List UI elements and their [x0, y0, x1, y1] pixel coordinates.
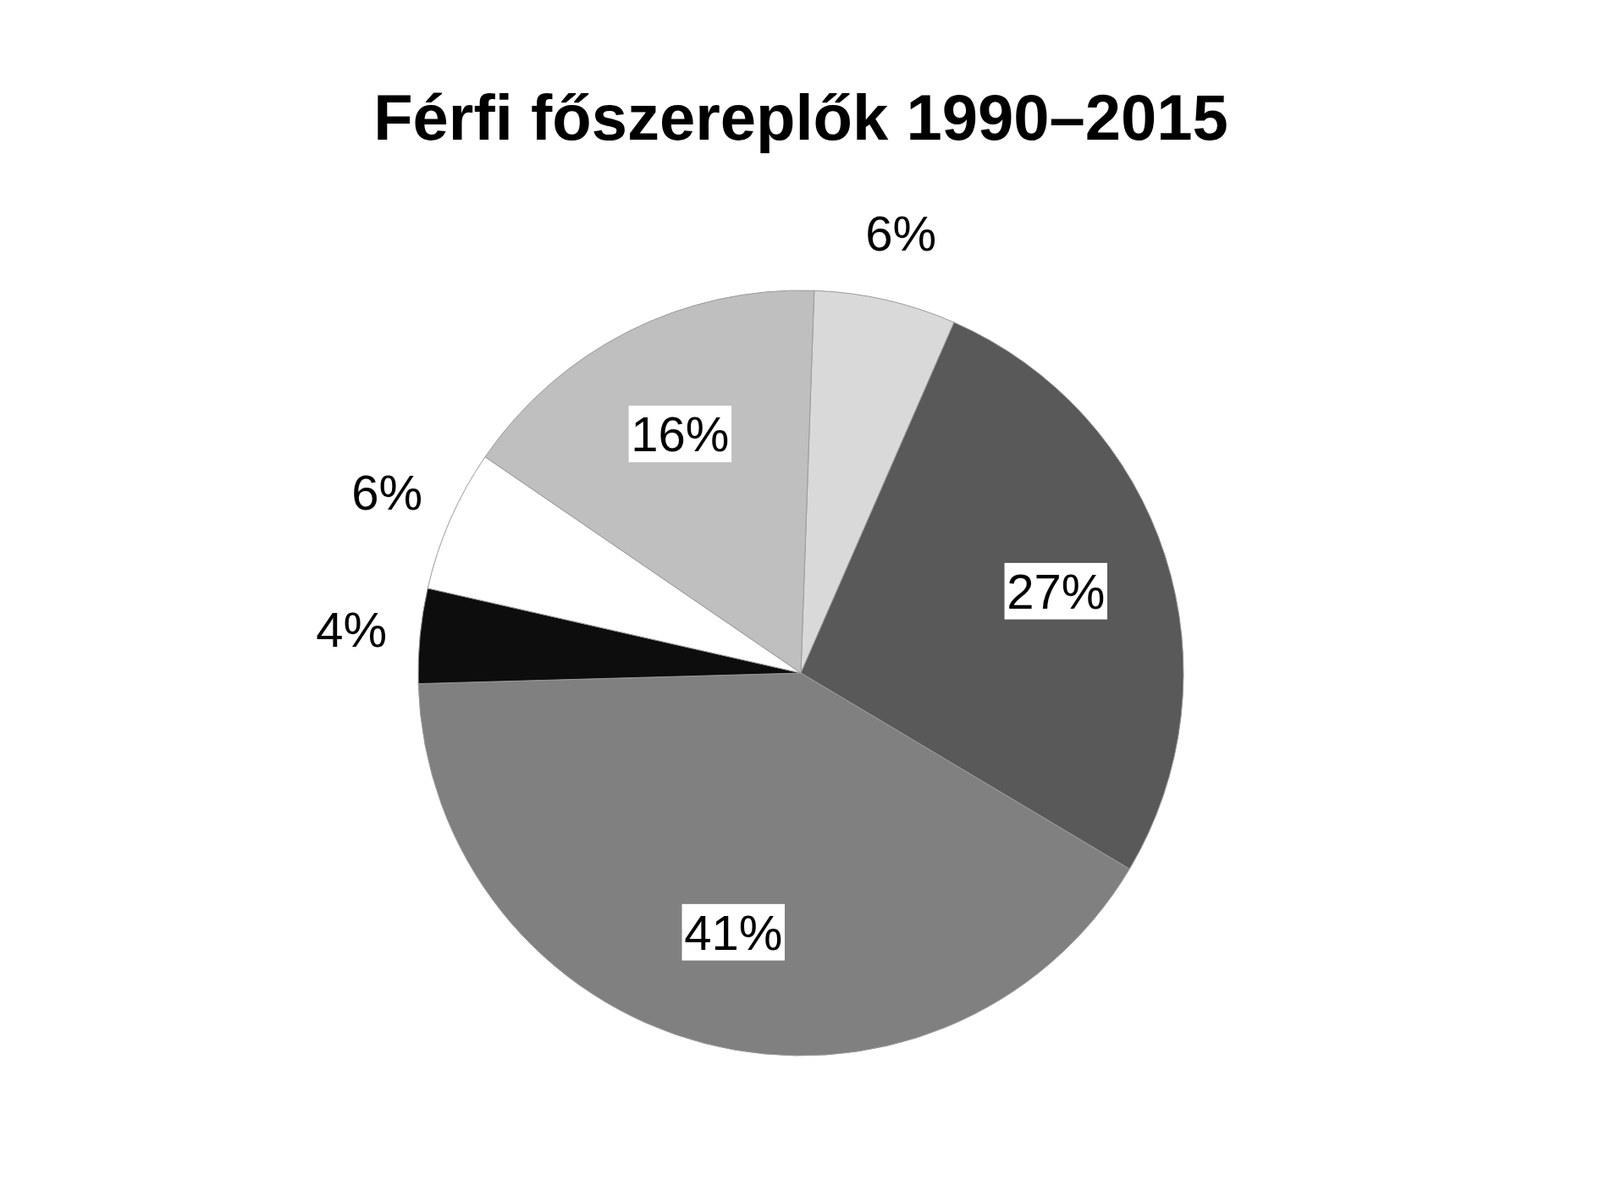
data-label: 27%: [1006, 563, 1105, 619]
data-label: 6%: [865, 205, 937, 261]
pie-slice: [485, 290, 815, 674]
data-label: 4%: [315, 601, 387, 657]
data-labels: 6% 27% 41% 4% 6% 16%: [315, 205, 1108, 961]
chart-svg: Férfi főszereplők 1990–2015 6% 27% 41% 4% 6% 1…: [0, 0, 1600, 1192]
chart-container: Férfi főszereplők 1990–2015 6% 27% 41% 4% 6% 1…: [0, 0, 1600, 1192]
pie-slice: [418, 673, 1130, 1056]
data-label: 41%: [684, 904, 783, 960]
label-box: [682, 904, 785, 961]
label-box: [628, 405, 732, 463]
slices: [418, 290, 1184, 1056]
data-label: 6%: [351, 464, 423, 520]
data-label: 16%: [630, 406, 729, 462]
chart-title: Férfi főszereplők 1990–2015: [373, 81, 1229, 154]
label-box: [1004, 562, 1108, 620]
